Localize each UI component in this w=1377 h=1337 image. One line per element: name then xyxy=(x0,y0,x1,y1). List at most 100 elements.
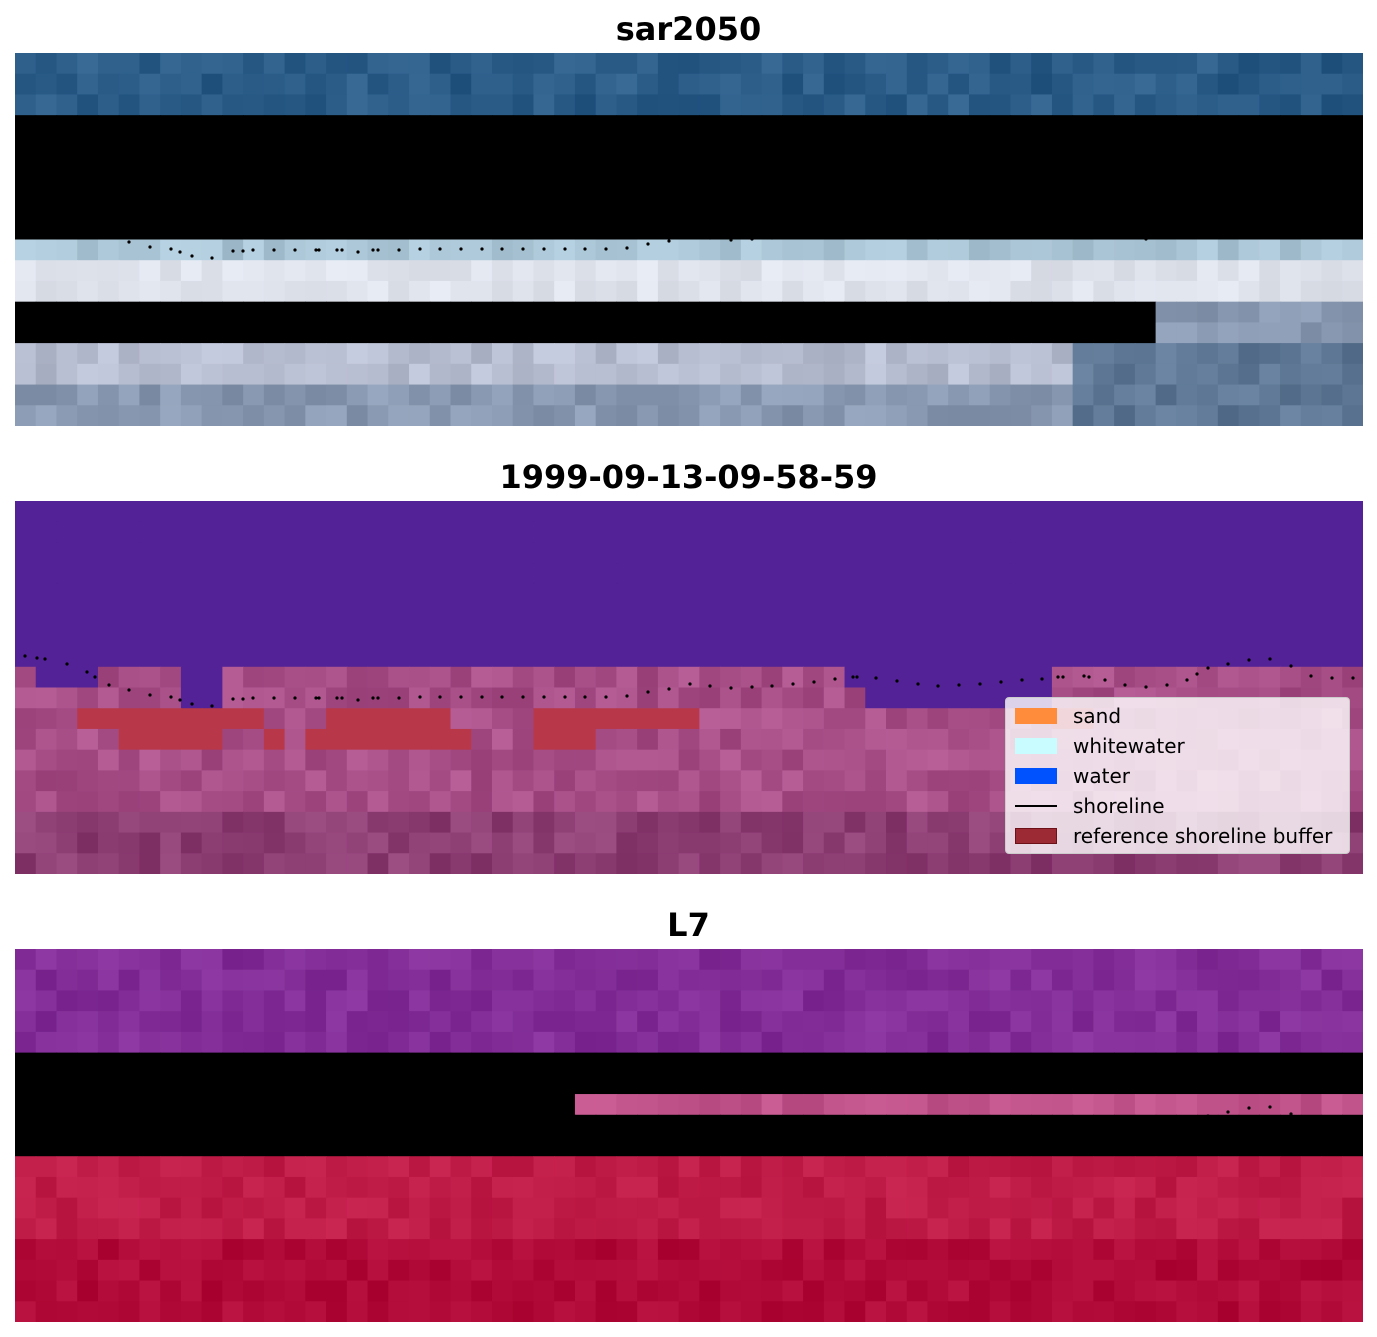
band-pixel xyxy=(1342,1280,1363,1302)
rgb-pixel xyxy=(1176,384,1198,406)
class-pixel xyxy=(678,625,700,647)
band-pixel xyxy=(491,1218,514,1240)
class-pixel xyxy=(471,749,493,771)
shoreline-point xyxy=(978,1130,982,1134)
class-pixel xyxy=(1321,853,1343,874)
band-pixel xyxy=(201,1094,223,1116)
band-pixel xyxy=(554,1094,576,1116)
band-pixel xyxy=(1342,1094,1363,1116)
rgb-pixel xyxy=(305,156,327,178)
band-pixel xyxy=(409,1301,431,1322)
class-pixel xyxy=(388,853,410,874)
class-pixel xyxy=(574,521,597,544)
class-pixel xyxy=(139,646,161,668)
class-pixel xyxy=(180,687,203,709)
band-pixel xyxy=(886,1052,908,1074)
class-pixel xyxy=(1321,625,1343,647)
band-pixel xyxy=(35,1259,58,1282)
shoreline-point xyxy=(583,247,587,251)
rgb-pixel xyxy=(1238,53,1260,75)
rgb-pixel xyxy=(1114,280,1136,303)
class-pixel xyxy=(1051,583,1074,606)
rgb-pixel xyxy=(720,135,742,158)
class-pixel xyxy=(15,708,37,730)
band-pixel xyxy=(35,990,58,1012)
rgb-pixel xyxy=(865,198,887,220)
class-pixel xyxy=(1197,521,1219,544)
class-pixel xyxy=(471,521,493,544)
shoreline-point xyxy=(356,698,360,702)
band-pixel xyxy=(533,1011,555,1033)
band-pixel xyxy=(720,969,742,992)
class-pixel xyxy=(782,542,804,564)
rgb-pixel xyxy=(160,53,182,75)
rgb-pixel xyxy=(77,115,99,137)
class-pixel xyxy=(326,770,348,792)
rgb-pixel xyxy=(1321,384,1343,406)
shoreline-point xyxy=(688,1130,692,1134)
rgb-pixel xyxy=(699,301,721,323)
class-pixel xyxy=(1321,501,1343,523)
band-pixel xyxy=(284,949,306,971)
rgb-pixel xyxy=(968,239,991,261)
band-pixel xyxy=(989,1011,1012,1033)
band-pixel xyxy=(1259,1259,1281,1282)
rgb-pixel xyxy=(1259,239,1281,261)
band-pixel xyxy=(222,1176,244,1199)
band-pixel xyxy=(97,1073,120,1095)
rgb-pixel xyxy=(326,218,348,241)
band-pixel xyxy=(1010,1239,1032,1261)
shoreline-point xyxy=(750,237,754,241)
band-pixel xyxy=(844,1239,866,1261)
band-pixel xyxy=(595,990,618,1012)
class-pixel xyxy=(574,501,597,523)
class-pixel xyxy=(927,832,949,854)
class-pixel xyxy=(429,666,452,689)
rgb-pixel xyxy=(15,322,37,344)
band-pixel xyxy=(1217,1011,1240,1033)
band-pixel xyxy=(1280,1094,1302,1116)
class-pixel xyxy=(637,542,659,564)
class-pixel xyxy=(97,646,120,668)
rgb-pixel xyxy=(1114,260,1136,282)
class-pixel xyxy=(844,728,866,751)
rgb-pixel xyxy=(56,363,78,386)
shoreline-point xyxy=(1020,230,1024,234)
class-pixel xyxy=(305,521,327,544)
band-pixel xyxy=(782,1094,804,1116)
band-pixel xyxy=(1197,1218,1219,1240)
class-pixel xyxy=(886,501,908,523)
band-pixel xyxy=(1259,1239,1281,1261)
rgb-pixel xyxy=(1342,53,1363,75)
rgb-pixel xyxy=(1114,53,1136,75)
band-pixel xyxy=(823,1176,846,1199)
class-pixel xyxy=(346,791,369,813)
class-pixel xyxy=(1176,521,1198,544)
class-pixel xyxy=(761,646,783,668)
rgb-pixel xyxy=(927,53,949,75)
class-pixel xyxy=(844,791,866,813)
rgb-pixel xyxy=(968,115,991,137)
band-pixel xyxy=(1321,1176,1343,1199)
rgb-pixel xyxy=(574,198,597,220)
band-pixel xyxy=(491,1259,514,1282)
rgb-pixel xyxy=(989,301,1012,323)
shoreline-point xyxy=(1123,683,1127,687)
rgb-pixel xyxy=(263,322,286,344)
class-pixel xyxy=(844,604,866,626)
rgb-pixel xyxy=(803,384,825,406)
rgb-pixel xyxy=(1134,218,1157,241)
band-pixel xyxy=(657,1259,680,1282)
class-pixel xyxy=(367,563,389,585)
rgb-pixel xyxy=(284,218,306,241)
rgb-pixel xyxy=(471,198,493,220)
band-pixel xyxy=(595,1114,618,1137)
rgb-pixel xyxy=(968,177,991,199)
rgb-pixel xyxy=(35,260,58,282)
band-pixel xyxy=(15,1301,37,1322)
band-pixel xyxy=(927,1280,949,1302)
rgb-pixel xyxy=(844,218,866,241)
rgb-pixel xyxy=(409,405,431,426)
band-pixel xyxy=(782,1011,804,1033)
rgb-pixel xyxy=(1300,322,1323,344)
